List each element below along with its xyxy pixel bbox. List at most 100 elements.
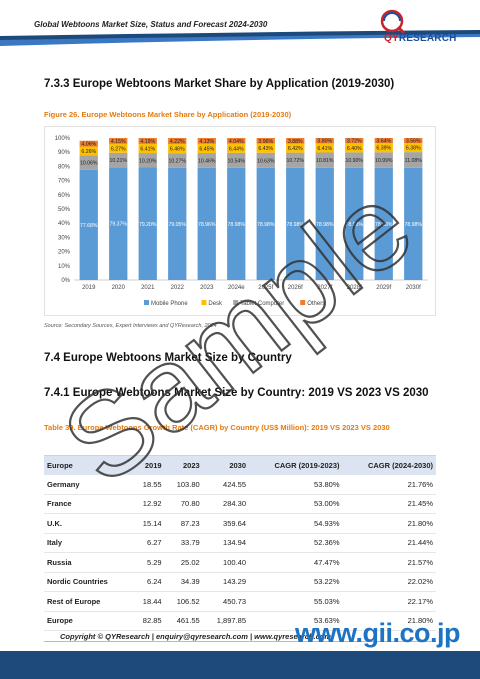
bar-segment — [79, 140, 98, 147]
table-row: Italy 6.27 33.79 134.94 52.36% 21.44% — [44, 533, 436, 553]
bar-segment — [345, 143, 364, 153]
table-cell: 5.29 — [131, 552, 165, 573]
table-cell: 100.40 — [202, 552, 249, 573]
table-cell: 450.73 — [202, 591, 249, 612]
data-label: 3.72% — [347, 139, 362, 145]
table-cell: 103.80 — [164, 474, 203, 495]
table-cell: 284.30 — [202, 494, 249, 514]
x-tick-label: 2024e — [228, 285, 245, 291]
data-label: 78.98% — [345, 222, 363, 228]
bar-segment — [315, 152, 334, 168]
x-tick-label: 2023 — [200, 285, 214, 291]
data-label: 6.44% — [229, 146, 244, 152]
table-cell: Rest of Europe — [44, 591, 132, 612]
table-cell: 1,897.85 — [202, 611, 249, 631]
stacked-bar-chart: 0% 10% 20% 30% 40% 50% 60% 70% 80% 90% 100% 77.68% 1… — [55, 136, 428, 307]
legend-swatch — [300, 300, 306, 305]
data-label: 79.20% — [139, 222, 157, 228]
bar-segment — [197, 167, 216, 280]
section-heading-7-4-1: 7.4.1 Europe Webtoons Market Size by Cou… — [44, 387, 429, 399]
table-cell: Italy — [44, 533, 132, 553]
legend-label: Desk — [208, 301, 223, 307]
bar-segment — [109, 143, 128, 153]
table-cell: 15.14 — [131, 513, 165, 534]
y-tick-label: 30% — [58, 235, 71, 241]
table-row: Europe 82.85 461.55 1,897.85 53.63% 21.80% — [44, 611, 436, 631]
bar-segment — [374, 143, 393, 153]
table-cell: 424.55 — [202, 474, 249, 495]
data-label: 3.88% — [288, 139, 303, 145]
column-header: 2019 — [131, 455, 165, 475]
y-tick-label: 0% — [61, 278, 70, 284]
y-tick-label: 80% — [58, 164, 71, 170]
section-heading-7-4: 7.4 Europe Webtoons Market Size by Count… — [44, 352, 292, 364]
cagr-table: Europe 2019 2023 2030 CAGR (2019-2023) CAGR (… — [44, 455, 436, 631]
bar-segment — [256, 167, 275, 280]
data-label: 79.37% — [109, 222, 127, 228]
source-note: Source: Secondary Sources, Expert Interv… — [44, 323, 217, 329]
x-tick-label: 2022 — [171, 285, 185, 291]
table-cell: 21.76% — [342, 474, 436, 495]
column-header: CAGR (2019-2023) — [249, 455, 343, 475]
table-cell: Germany — [44, 474, 132, 495]
bar-segment — [256, 152, 275, 168]
data-label: 10.27% — [168, 158, 186, 164]
table-cell: 54.93% — [249, 513, 343, 534]
table-cell: 52.36% — [249, 533, 343, 553]
logo-text: QYRESEARCH — [384, 33, 457, 44]
data-label: 78.98% — [227, 222, 245, 228]
section-heading-7-3-3: 7.3.3 Europe Webtoons Market Share by Ap… — [44, 78, 395, 90]
report-title: Global Webtoons Market Size, Status and … — [34, 20, 268, 29]
y-tick-label: 60% — [58, 193, 71, 199]
table-cell: 21.80% — [342, 611, 436, 631]
table-cell: 53.80% — [249, 474, 343, 495]
data-label: 78.96% — [198, 222, 216, 228]
data-label: 6.41% — [317, 146, 332, 152]
x-tick-label: 2021 — [141, 285, 155, 291]
bar-segment — [168, 143, 187, 154]
bar-segment — [138, 167, 157, 280]
data-label: 78.98% — [375, 222, 393, 228]
bar-segment — [374, 152, 393, 168]
column-header: CAGR (2024-2030) — [342, 455, 436, 475]
data-label: 6.41% — [140, 147, 155, 153]
x-tick-label: 2027f — [317, 285, 332, 291]
data-label: 10.06% — [80, 161, 98, 167]
data-label: 6.40% — [347, 146, 362, 152]
table-cell: 21.57% — [342, 552, 436, 573]
bar-segment — [256, 138, 275, 144]
bar-segment — [168, 153, 187, 168]
bar-segment — [197, 138, 216, 144]
bar-segment — [79, 169, 98, 280]
bar-segment — [374, 138, 393, 144]
table-row: Germany 18.55 103.80 424.55 53.80% 21.76% — [44, 474, 436, 495]
table-cell: 33.79 — [164, 533, 203, 553]
table-cell: 359.64 — [202, 513, 249, 534]
data-label: 6.27% — [111, 146, 126, 152]
data-label: 10.99% — [375, 158, 393, 164]
table-cell: 87.23 — [164, 513, 203, 534]
x-tick-label: 2029f — [376, 285, 391, 291]
data-label: 3.80% — [317, 139, 332, 145]
column-header: 2030 — [202, 455, 249, 475]
data-label: 6.45% — [199, 146, 214, 152]
bar-segment — [286, 143, 305, 153]
table-cell: 12.92 — [131, 494, 165, 514]
data-label: 77.68% — [80, 223, 98, 229]
data-label: 3.64% — [376, 139, 391, 145]
table-cell: 21.80% — [342, 513, 436, 534]
data-label: 4.19% — [140, 139, 155, 145]
table-cell: 53.00% — [249, 494, 343, 514]
data-label: 10.54% — [227, 158, 245, 164]
y-tick-label: 40% — [58, 221, 71, 227]
data-label: 6.42% — [288, 146, 303, 152]
bar-segment — [404, 167, 423, 280]
bar-segment — [404, 143, 423, 153]
bar-segment — [109, 138, 128, 144]
table-cell: 22.02% — [342, 572, 436, 592]
table-cell: 55.03% — [249, 591, 343, 612]
table-row: U.K. 15.14 87.23 359.64 54.93% 21.80% — [44, 513, 436, 534]
bar-segment — [227, 138, 246, 144]
data-label: 6.43% — [258, 146, 273, 152]
table-row: Russia 5.29 25.02 100.40 47.47% 21.57% — [44, 552, 436, 573]
